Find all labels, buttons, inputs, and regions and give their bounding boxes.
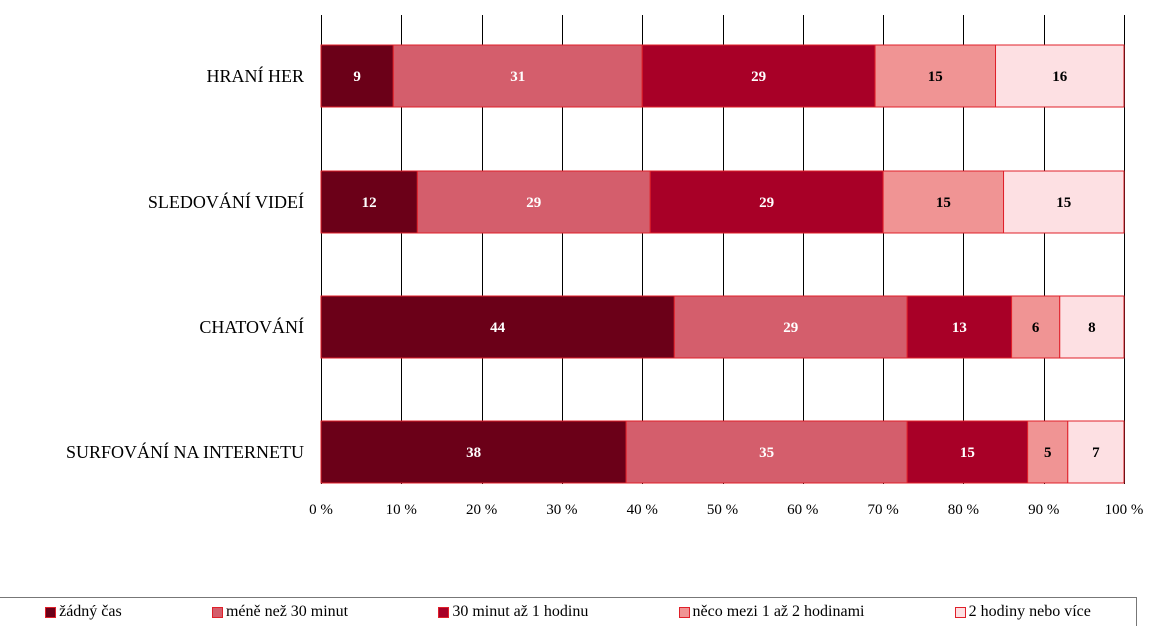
data-label: 29 xyxy=(783,320,798,336)
legend-item: žádný čas xyxy=(45,603,122,621)
legend-label: něco mezi 1 až 2 hodinami xyxy=(692,603,865,620)
bar-segment xyxy=(1067,420,1125,484)
x-tick-label: 90 % xyxy=(1028,502,1059,518)
x-tick-label: 60 % xyxy=(787,502,818,518)
data-label: 44 xyxy=(490,320,506,336)
bar-segment xyxy=(641,44,876,108)
category-label: HRANÍ HER xyxy=(207,65,305,86)
x-tick-label: 40 % xyxy=(627,502,658,518)
legend-swatch xyxy=(678,606,690,618)
data-label: 29 xyxy=(759,195,774,211)
bar-segment xyxy=(906,420,1029,484)
x-tick-label: 100 % xyxy=(1105,502,1144,518)
x-tick-label: 10 % xyxy=(386,502,417,518)
category-labels: HRANÍ HER SLEDOVÁNÍ VIDEÍ CHATOVÁNÍ SURFOVÁ… xyxy=(66,65,304,462)
data-label: 15 xyxy=(928,69,943,85)
legend-swatch xyxy=(45,606,57,618)
data-label: 15 xyxy=(960,445,975,461)
legend-label: 30 minut až 1 hodinu xyxy=(452,603,589,620)
x-tick-label: 70 % xyxy=(867,502,898,518)
data-label: 13 xyxy=(952,320,967,336)
data-label: 5 xyxy=(1044,445,1052,461)
bar-segment xyxy=(320,420,627,484)
data-label: 12 xyxy=(362,195,377,211)
category-label: SLEDOVÁNÍ VIDEÍ xyxy=(148,191,304,212)
bar-segment xyxy=(625,420,908,484)
data-label: 15 xyxy=(1056,195,1071,211)
x-tick-labels: 0 % 10 % 20 % 30 % 40 % 50 % 60 % 70 % 80 % 90 % 1… xyxy=(309,502,1143,518)
legend-item: něco mezi 1 až 2 hodinami xyxy=(678,603,865,621)
x-tick-label: 30 % xyxy=(546,502,577,518)
data-label: 7 xyxy=(1092,445,1100,461)
x-tick-label: 50 % xyxy=(707,502,738,518)
legend-item: 30 minut až 1 hodinu xyxy=(438,603,588,621)
legend-label: žádný čas xyxy=(59,603,122,620)
x-tick-label: 80 % xyxy=(948,502,979,518)
bar-segment xyxy=(673,295,908,359)
stacked-bar-chart: 9 31 29 15 16 12 29 29 15 15 44 29 13 6 8 38 35 15 5 7 HRAN… xyxy=(66,15,1143,518)
x-tick-label: 0 % xyxy=(309,502,333,518)
data-label: 16 xyxy=(1052,69,1068,85)
x-tick-label: 20 % xyxy=(466,502,497,518)
bar-segment xyxy=(874,44,997,108)
bar-segment xyxy=(906,295,1013,359)
bar-segment xyxy=(320,44,394,108)
legend-label: 2 hodiny nebo více xyxy=(968,603,1091,620)
data-label: 9 xyxy=(353,69,361,85)
data-label: 31 xyxy=(510,69,525,85)
legend-swatch xyxy=(438,606,450,618)
legend-swatch xyxy=(211,606,223,618)
bar-segment xyxy=(882,170,1005,234)
bar-segments: 9 31 29 15 16 12 29 29 15 15 44 29 13 6 8 38 35 15 5 7 xyxy=(320,44,1125,484)
bar-segment xyxy=(1011,295,1061,359)
bar-segment xyxy=(320,170,418,234)
legend: žádný čas méně než 30 minut 30 minut až 1 … xyxy=(0,597,1137,626)
legend-item: 2 hodiny nebo více xyxy=(954,603,1091,621)
category-label: SURFOVÁNÍ NA INTERNETU xyxy=(66,441,304,462)
bar-segment xyxy=(320,295,675,359)
legend-item: méně než 30 minut xyxy=(211,603,349,621)
bar-segment xyxy=(1027,420,1069,484)
legend-label: méně než 30 minut xyxy=(225,603,349,620)
data-label: 15 xyxy=(936,195,951,211)
data-label: 29 xyxy=(526,195,541,211)
bar-segment xyxy=(995,44,1125,108)
data-label: 35 xyxy=(759,445,774,461)
data-label: 38 xyxy=(466,445,481,461)
data-label: 29 xyxy=(751,69,766,85)
legend-swatch xyxy=(954,606,966,618)
bar-segment xyxy=(1059,295,1125,359)
data-label: 6 xyxy=(1032,320,1040,336)
bar-segment xyxy=(416,170,651,234)
category-label: CHATOVÁNÍ xyxy=(199,316,304,337)
bar-segment xyxy=(392,44,643,108)
data-label: 8 xyxy=(1088,320,1096,336)
bar-segment xyxy=(1003,170,1125,234)
